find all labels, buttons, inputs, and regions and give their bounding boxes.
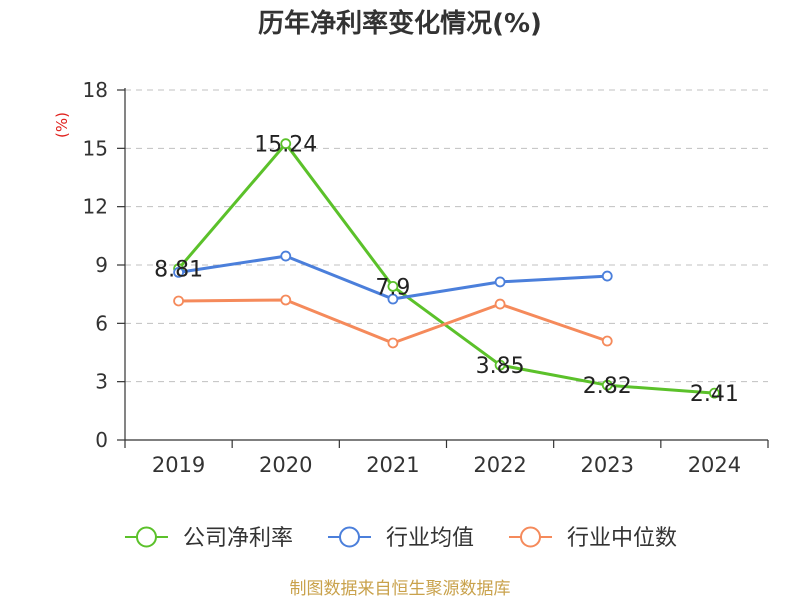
y-tick-label: 12 [83, 195, 108, 219]
data-point [173, 266, 184, 278]
data-point [173, 295, 184, 307]
legend-label: 行业均值 [386, 526, 474, 551]
data-point [494, 276, 506, 288]
x-tick-label: 2023 [581, 453, 634, 477]
data-label: 7.9 [375, 275, 410, 300]
series-line [177, 142, 716, 395]
data-labels: 8.81 15.24 7.9 3.85 2.82 2.41 [154, 133, 739, 407]
x-tick-label: 2019 [152, 453, 205, 477]
data-label: 3.85 [476, 354, 525, 379]
gridlines [125, 89, 768, 383]
y-tick-label: 9 [95, 253, 108, 277]
data-point [280, 250, 292, 262]
legend-item-1[interactable]: 公司净利率 [124, 526, 293, 551]
x-tick-label: 2020 [259, 453, 312, 477]
legend-item-3[interactable]: 行业中位数 [509, 526, 677, 551]
data-point [601, 379, 613, 391]
legend-circle-icon [520, 526, 542, 548]
x-tick-label: 2022 [473, 453, 526, 477]
y-tick-label: 3 [95, 370, 108, 394]
series-3 [173, 294, 613, 349]
series-line [177, 298, 609, 345]
data-label: 8.81 [154, 258, 203, 283]
data-point [280, 294, 292, 306]
data-point [387, 293, 399, 305]
data-point [387, 280, 399, 292]
data-point [601, 270, 613, 282]
y-tick-label: 18 [83, 78, 108, 102]
legend-circle-icon [135, 526, 157, 548]
y-tick-label: 6 [95, 311, 108, 335]
legend-item-2[interactable]: 行业均值 [327, 526, 474, 551]
data-point [280, 138, 292, 150]
data-point [494, 298, 506, 310]
axes: 0 3 6 9 12 15 18 2019 2020 2021 2022 2023 2024 [83, 78, 769, 477]
data-point [709, 387, 720, 399]
legend-label: 公司净利率 [183, 526, 293, 551]
y-tick-label: 0 [95, 428, 108, 452]
data-label: 2.41 [690, 382, 739, 407]
data-point [494, 359, 506, 371]
legend: 公司净利率 行业均值 行业中位数 [124, 526, 677, 551]
chart-title: 历年净利率变化情况(%) [258, 8, 542, 39]
y-tick-label: 15 [83, 136, 108, 160]
series-2 [173, 250, 613, 305]
series-group [173, 138, 720, 399]
x-tick-label: 2024 [688, 453, 741, 477]
series-1 [173, 138, 720, 399]
data-label: 2.82 [583, 374, 632, 399]
legend-circle-icon [338, 526, 360, 548]
legend-label: 行业中位数 [567, 526, 677, 551]
data-label: 15.24 [254, 133, 317, 158]
y-axis-label: (%) [53, 112, 71, 138]
data-point [601, 335, 613, 347]
data-point [387, 337, 399, 349]
x-tick-label: 2021 [366, 453, 419, 477]
source-note: 制图数据来自恒生聚源数据库 [290, 579, 511, 599]
